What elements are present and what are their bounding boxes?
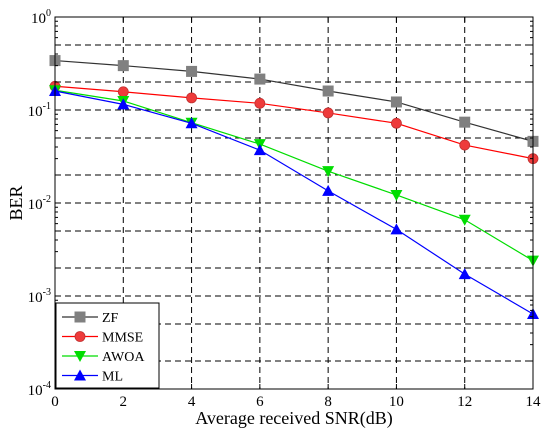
x-axis-ticks: 0 2 4 6 8 10 12 14 [51, 17, 541, 410]
legend-item-mmse: MMSE [62, 331, 143, 346]
legend-item-awoa: AWOA [62, 350, 145, 365]
data-point-mmse [117, 86, 129, 98]
series-line-zf [54, 59, 534, 142]
data-point-ml [253, 144, 266, 156]
x-tick-label: 4 [188, 394, 196, 410]
legend-marker-ml [74, 369, 86, 381]
y-tick-label: 10-3 [28, 287, 51, 306]
legend-label-awoa: AWOA [102, 350, 145, 365]
series-line-awoa [54, 89, 534, 262]
legend: ZF MMSE AWOA ML [55, 302, 160, 389]
legend-marker-zf [74, 311, 86, 323]
data-point-mmse [459, 139, 471, 151]
x-axis-label: Average received SNR(dB) [195, 408, 393, 429]
data-point-ml [185, 117, 198, 129]
legend-label-ml: ML [102, 370, 123, 385]
y-axis-ticks: 100 10-1 10-2 10-3 10-4 [28, 8, 533, 399]
y-tick-label: 100 [31, 8, 51, 27]
data-point-awoa [322, 166, 335, 178]
data-point-awoa [390, 189, 403, 201]
data-point-ml [390, 223, 403, 235]
y-axis-label: BER [6, 185, 26, 220]
x-tick-label: 8 [324, 394, 332, 410]
legend-item-zf: ZF [62, 311, 119, 326]
series-zf [49, 55, 539, 147]
legend-marker-mmse [74, 331, 86, 342]
data-point-ml [458, 268, 471, 280]
series-awoa [49, 85, 539, 267]
x-tick-label: 6 [256, 394, 264, 410]
legend-item-ml: ML [62, 369, 123, 385]
y-tick-label: 10-1 [28, 101, 51, 120]
x-tick-label: 14 [526, 394, 542, 410]
data-point-zf [459, 116, 471, 128]
data-point-zf [322, 85, 334, 97]
legend-marker-awoa [74, 351, 86, 362]
x-tick-label: 0 [51, 394, 59, 410]
data-point-ml [322, 184, 335, 196]
series-layer [49, 55, 539, 320]
data-point-mmse [254, 97, 266, 109]
data-point-mmse [322, 107, 334, 119]
y-tick-label: 10-2 [28, 194, 51, 213]
x-tick-label: 2 [120, 394, 128, 410]
legend-label-mmse: MMSE [102, 331, 143, 346]
data-point-ml [117, 98, 130, 110]
series-line-mmse [54, 85, 534, 160]
data-point-mmse [186, 92, 197, 104]
data-point-awoa [458, 214, 471, 226]
series-line-ml [54, 90, 534, 315]
x-tick-label: 12 [457, 394, 472, 410]
data-point-zf [186, 65, 198, 77]
data-point-zf [117, 60, 129, 72]
x-tick-label: 10 [389, 394, 404, 410]
data-point-mmse [391, 117, 402, 129]
data-point-zf [254, 73, 266, 85]
legend-label-zf: ZF [102, 311, 119, 326]
y-tick-label: 10-4 [28, 380, 51, 399]
data-point-zf [390, 96, 402, 108]
